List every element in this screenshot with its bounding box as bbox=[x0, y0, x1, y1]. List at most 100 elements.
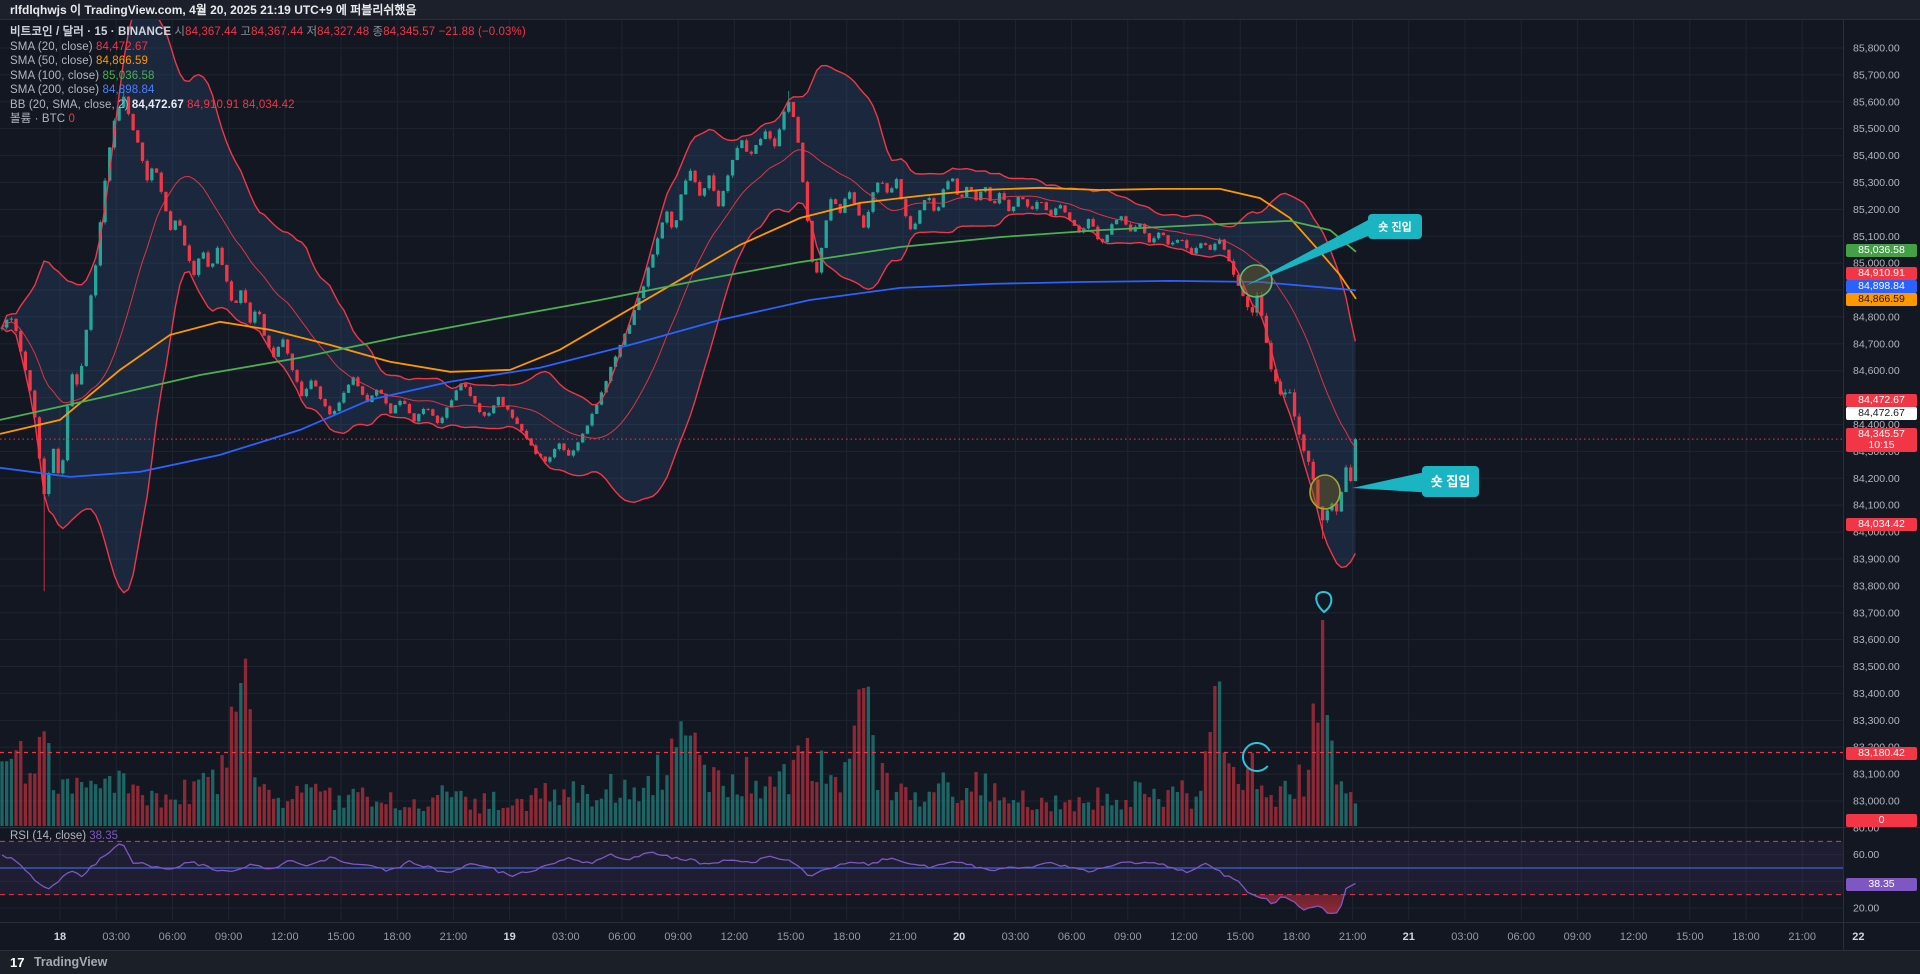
price-tick-label: 85,800.00 bbox=[1853, 43, 1900, 55]
time-tick-label: 15:00 bbox=[1226, 931, 1254, 943]
publish-header: rlfdlqhwjs 이 TradingView.com, 4월 20, 202… bbox=[0, 0, 1920, 20]
legend-part: 저 bbox=[303, 26, 318, 38]
legend-part: SMA (20, close) bbox=[10, 40, 96, 53]
price-badge: 84,898.84 bbox=[1846, 279, 1917, 293]
time-tick-label: 18:00 bbox=[1283, 931, 1311, 943]
time-tick-label: 09:00 bbox=[215, 931, 243, 943]
cyan-circle-drawing[interactable] bbox=[1237, 737, 1276, 776]
bb-lower-line bbox=[1, 201, 1357, 594]
legend-part: 84,367.44 bbox=[185, 26, 238, 38]
time-tick-label: 15:00 bbox=[1676, 931, 1704, 943]
price-tick-label: 85,400.00 bbox=[1853, 150, 1900, 162]
tradingview-brand[interactable]: TradingView bbox=[33, 955, 108, 969]
price-tick-label: 85,600.00 bbox=[1853, 96, 1900, 108]
short-entry-callout-2[interactable]: 숏 집입 bbox=[1352, 466, 1479, 497]
time-tick-label: 06:00 bbox=[1507, 931, 1535, 943]
price-tick-label: 84,100.00 bbox=[1853, 500, 1900, 512]
time-tick-label: 20 bbox=[953, 931, 965, 943]
price-badge: 83,180.42 bbox=[1846, 746, 1917, 760]
price-tick-label: 83,700.00 bbox=[1853, 607, 1900, 619]
rsi-line bbox=[1, 843, 1356, 915]
time-tick-label: 09:00 bbox=[664, 931, 692, 943]
time-tick-label: 18:00 bbox=[833, 931, 861, 943]
sma50-line bbox=[0, 186, 1357, 435]
legend-volume-row[interactable]: 볼륨 · BTC 0 bbox=[10, 112, 526, 127]
legend-sma100-row[interactable]: SMA (100, close) 85,036.58 bbox=[10, 69, 526, 84]
legend-part: −21.88 (−0.03%) bbox=[435, 26, 526, 38]
sma200-line bbox=[0, 279, 1357, 478]
time-tick-label: 18:00 bbox=[1732, 931, 1760, 943]
time-tick-label: 09:00 bbox=[1114, 931, 1142, 943]
time-tick-label: 15:00 bbox=[777, 931, 805, 943]
price-badge: 84,866.59 bbox=[1846, 292, 1917, 306]
price-badge: 38.35 bbox=[1846, 877, 1917, 891]
user-drawings[interactable]: 숏 진입숏 집입 bbox=[1237, 214, 1479, 777]
sma20-line bbox=[1, 149, 1356, 448]
legend-part: 0 bbox=[68, 113, 75, 125]
time-tick-label: 21:00 bbox=[889, 931, 917, 943]
time-tick-label: 06:00 bbox=[608, 931, 636, 943]
rsi-pane[interactable] bbox=[0, 840, 1843, 915]
cyan-drop-drawing[interactable] bbox=[1315, 591, 1333, 614]
price-tick-label: 83,900.00 bbox=[1853, 553, 1900, 565]
price-tick-label: 85,500.00 bbox=[1853, 123, 1900, 135]
rsi-legend-part: 38.35 bbox=[89, 830, 119, 842]
legend-part: SMA (50, close) bbox=[10, 55, 96, 67]
legend-sma20-row[interactable]: SMA (20, close) 84,472.67 bbox=[10, 40, 526, 55]
legend-sma50-row[interactable]: SMA (50, close) 84,866.59 bbox=[10, 54, 526, 69]
legend-part: 84,345.57 bbox=[383, 26, 436, 38]
legend-part: 85,036.58 bbox=[102, 69, 155, 82]
legend-bb-row[interactable]: BB (20, SMA, close, 2) 84,472.67 84,910.… bbox=[10, 98, 526, 113]
price-badge: 0 bbox=[1846, 813, 1917, 827]
legend-part: 볼륨 · BTC bbox=[10, 113, 69, 125]
legend-part: BB (20, SMA, close, 2) bbox=[10, 98, 132, 111]
callout-label: 숏 집입 bbox=[1431, 474, 1471, 489]
price-pane[interactable] bbox=[0, 0, 1358, 826]
short-entry-callout-1[interactable]: 숏 진입 bbox=[1245, 214, 1422, 286]
time-tick-label: 21:00 bbox=[1339, 931, 1367, 943]
footer-bar: 17 TradingView bbox=[0, 951, 1920, 974]
volume-bars bbox=[0, 620, 1358, 826]
bb-upper-line bbox=[1, 20, 1357, 406]
price-axis[interactable]: 85,800.00 85,700.00 85,600.00 85,500.00 85,4… bbox=[1853, 43, 1900, 915]
time-tick-label: 21:00 bbox=[1788, 931, 1816, 943]
legend-part: 종 bbox=[369, 26, 384, 38]
price-tick-label: 84,200.00 bbox=[1853, 473, 1900, 485]
time-tick-label: 03:00 bbox=[1002, 931, 1030, 943]
bb-fill bbox=[2, 20, 1356, 593]
rsi-tick-label: 20.00 bbox=[1853, 903, 1879, 915]
price-badge: 84,034.42 bbox=[1846, 517, 1917, 531]
price-badge: 84,910.91 bbox=[1846, 266, 1917, 280]
legend-symbol-row[interactable]: 비트코인 / 달러 · 15 · BINANCE 시84,367.44 고84,… bbox=[10, 25, 526, 40]
time-tick-label: 12:00 bbox=[1620, 931, 1648, 943]
legend-sma200-row[interactable]: SMA (200, close) 84,898.84 bbox=[10, 83, 526, 98]
price-tick-label: 84,800.00 bbox=[1853, 311, 1900, 323]
tradingview-logo-icon[interactable]: 17 bbox=[10, 955, 25, 970]
price-tick-label: 85,300.00 bbox=[1853, 177, 1900, 189]
indicator-legend: 비트코인 / 달러 · 15 · BINANCE 시84,367.44 고84,… bbox=[10, 25, 526, 127]
time-tick-label: 06:00 bbox=[1058, 931, 1086, 943]
time-tick-label: 18:00 bbox=[383, 931, 411, 943]
legend-part: 84,866.59 bbox=[95, 55, 149, 67]
time-tick-label: 19 bbox=[503, 931, 515, 943]
price-tick-label: 83,800.00 bbox=[1853, 580, 1900, 592]
time-axis[interactable]: 18 03:00 06:00 09:00 12:00 15:00 18:00 21:00 19 0… bbox=[54, 931, 1865, 943]
price-badge: 84,345.57 10:15 bbox=[1846, 428, 1917, 452]
time-tick-label: 09:00 bbox=[1564, 931, 1592, 943]
price-tick-label: 83,300.00 bbox=[1853, 715, 1900, 727]
price-badge: 85,036.58 bbox=[1846, 243, 1917, 257]
time-tick-label: 22 bbox=[1852, 931, 1864, 943]
entry-circle-drawing-2[interactable] bbox=[1309, 474, 1341, 510]
legend-part: SMA (100, close) bbox=[10, 69, 103, 82]
publish-header-text: rlfdlqhwjs 이 TradingView.com, 4월 20, 202… bbox=[10, 3, 417, 17]
legend-part: 시 bbox=[171, 26, 186, 38]
price-badge: 84,472.67 bbox=[1846, 393, 1917, 407]
rsi-legend[interactable]: RSI (14, close) 38.35 bbox=[10, 830, 118, 842]
time-tick-label: 12:00 bbox=[721, 931, 749, 943]
price-tick-label: 83,000.00 bbox=[1853, 796, 1900, 808]
legend-part: 84,367.44 bbox=[251, 26, 304, 38]
price-tick-label: 83,500.00 bbox=[1853, 661, 1900, 673]
legend-part: 비트코인 / 달러 · 15 · BINANCE bbox=[10, 26, 172, 38]
